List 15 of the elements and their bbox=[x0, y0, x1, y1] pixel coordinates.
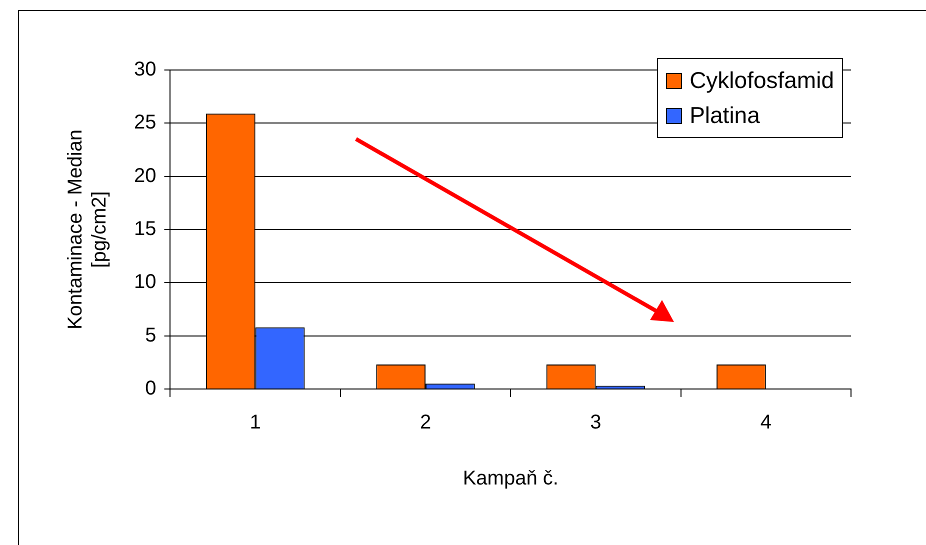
y-tick-label: 10 bbox=[134, 271, 156, 294]
y-tick-label: 5 bbox=[145, 324, 156, 346]
x-tick-label: 4 bbox=[760, 412, 772, 434]
y-tick-label: 20 bbox=[134, 164, 156, 187]
x-tick-label: 1 bbox=[250, 412, 261, 434]
x-tick-label: 3 bbox=[590, 412, 602, 434]
x-tick-label: 2 bbox=[420, 412, 432, 434]
legend-label: Cyklofosfamid bbox=[690, 66, 834, 95]
y-tick-label: 25 bbox=[134, 112, 156, 134]
y-axis-title: Kontaminace - Median [pg/cm2] bbox=[64, 129, 111, 330]
y-tick-label: 0 bbox=[145, 378, 156, 400]
legend-label: Platina bbox=[690, 101, 760, 130]
x-axis-title: Kampaň č. bbox=[462, 468, 558, 490]
y-tick-label: 15 bbox=[134, 218, 156, 240]
y-tick-label: 30 bbox=[134, 58, 156, 81]
